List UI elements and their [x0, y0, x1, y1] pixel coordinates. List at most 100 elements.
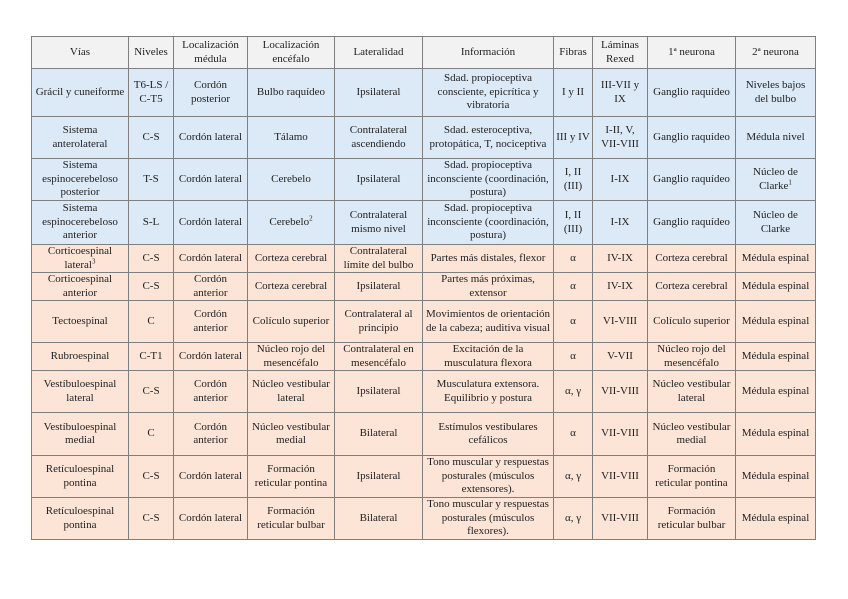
table-cell: Sistema espinocerebeloso anterior [31, 200, 129, 245]
footnote-marker: 3 [91, 256, 96, 265]
table-cell: C-S [128, 244, 174, 273]
table-cell: Movimientos de orientación de la cabeza;… [422, 300, 554, 343]
table-cell: Sdad. propioceptiva consciente, epicríti… [422, 68, 554, 117]
table-cell: Núcleo de Clarke [735, 200, 816, 245]
table-cell: Cordón lateral [173, 342, 248, 371]
table-cell: VII-VIII [592, 455, 648, 498]
table-cell: Vestíbuloespinal medial [31, 412, 129, 456]
column-header: Vías [31, 36, 129, 69]
table-cell: IV-IX [592, 244, 648, 273]
table-cell: Bilateral [334, 497, 423, 540]
table-cell: Retículoespinal pontina [31, 455, 129, 498]
table-row: Tectoespinal C Cordón anterior Colículo sup… [31, 300, 816, 343]
table-cell: III-VII y IX [592, 68, 648, 117]
table-cell: α [553, 300, 593, 343]
table-row: Sistema espinocerebeloso anterior S-L Cord… [31, 200, 816, 245]
table-cell: Núcleo vestibular medial [247, 412, 335, 456]
table-cell: V-VII [592, 342, 648, 371]
column-header: Localización médula [173, 36, 248, 69]
table-cell: C-S [128, 455, 174, 498]
table-cell: Corteza cerebral [647, 244, 736, 273]
table-cell: Médula espinal [735, 342, 816, 371]
table-cell: Cordón anterior [173, 272, 248, 301]
table-cell: C [128, 300, 174, 343]
table-row: Rubroespinal C-T1 Cordón lateral Núcleo roj… [31, 342, 816, 371]
table-cell: Formación reticular pontina [247, 455, 335, 498]
table-cell: Cordón lateral [173, 455, 248, 498]
table-cell: III y IV [553, 116, 593, 159]
table-cell: Contralateral al principio [334, 300, 423, 343]
table-cell: Cordón lateral [173, 116, 248, 159]
table-cell: I y II [553, 68, 593, 117]
spinal-pathways-table: Vías Niveles Localización médula Localizaci… [31, 36, 816, 540]
table-row: Vestíbuloespinal lateral C-S Cordón anteri… [31, 370, 816, 413]
table-cell: VI-VIII [592, 300, 648, 343]
table-cell: Ipsilateral [334, 272, 423, 301]
table-cell: C [128, 412, 174, 456]
table-cell: Médula espinal [735, 370, 816, 413]
table-cell: T-S [128, 158, 174, 201]
table-cell: Tono muscular y respuestas posturales (m… [422, 497, 554, 540]
column-header: Fibras [553, 36, 593, 69]
table-cell: Ganglio raquídeo [647, 158, 736, 201]
table-cell: Formación reticular pontina [647, 455, 736, 498]
table-cell: Colículo superior [247, 300, 335, 343]
column-header: Lateralidad [334, 36, 423, 69]
table-cell: Médula espinal [735, 497, 816, 540]
table-cell: Cordón lateral [173, 200, 248, 245]
table-cell: T6-LS / C-T5 [128, 68, 174, 117]
table-cell: Grácil y cuneiforme [31, 68, 129, 117]
table-cell: Cordón lateral [173, 497, 248, 540]
table-row: Vestíbuloespinal medial C Cordón anterior N… [31, 412, 816, 456]
table-cell: Bilateral [334, 412, 423, 456]
table-cell: Cordón posterior [173, 68, 248, 117]
table-cell: VII-VIII [592, 497, 648, 540]
table-cell: Médula espinal [735, 244, 816, 273]
table-cell: C-S [128, 370, 174, 413]
column-header: 1ª neurona [647, 36, 736, 69]
table-cell: Contralateral mismo nivel [334, 200, 423, 245]
table-row: Corticoespinal lateral3 C-S Cordón lateral… [31, 244, 816, 273]
table-cell: Contralateral ascendiendo [334, 116, 423, 159]
table-cell: Rubroespinal [31, 342, 129, 371]
table-cell: Ganglio raquídeo [647, 200, 736, 245]
table-cell: VII-VIII [592, 370, 648, 413]
table-cell: Corteza cerebral [247, 272, 335, 301]
table-cell: Estímulos vestibulares cefálicos [422, 412, 554, 456]
table-cell: α, γ [553, 455, 593, 498]
table-cell: Sistema espinocerebeloso posterior [31, 158, 129, 201]
footnote-marker: 1 [788, 177, 792, 186]
table-cell: I, II (III) [553, 200, 593, 245]
table-cell: Núcleo de Clarke1 [735, 158, 816, 201]
table-cell: VII-VIII [592, 412, 648, 456]
table-cell: Cerebelo2 [247, 200, 335, 245]
table-cell: Partes más próximas, extensor [422, 272, 554, 301]
table-cell: Colículo superior [647, 300, 736, 343]
table-cell: Médula espinal [735, 300, 816, 343]
table-cell: Bulbo raquídeo [247, 68, 335, 117]
table-cell: IV-IX [592, 272, 648, 301]
table-cell: Núcleo rojo del mesencéfalo [647, 342, 736, 371]
table-cell: α [553, 342, 593, 371]
table-cell: Ipsilateral [334, 455, 423, 498]
table-cell: Cerebelo [247, 158, 335, 201]
table-cell: Sistema anterolateral [31, 116, 129, 159]
table-cell: Tectoespinal [31, 300, 129, 343]
table-cell: Niveles bajos del bulbo [735, 68, 816, 117]
table-cell: Médula espinal [735, 412, 816, 456]
table-cell: Corticoespinal anterior [31, 272, 129, 301]
table-cell: α [553, 272, 593, 301]
table-cell: Ganglio raquídeo [647, 116, 736, 159]
table-row: Retículoespinal pontina C-S Cordón lateral… [31, 455, 816, 498]
table-cell: Formación reticular bulbar [247, 497, 335, 540]
column-header: 2ª neurona [735, 36, 816, 69]
table-cell: Cordón anterior [173, 412, 248, 456]
table-cell: Corteza cerebral [247, 244, 335, 273]
table-cell: Ganglio raquídeo [647, 68, 736, 117]
table-cell: Médula espinal [735, 272, 816, 301]
column-header: Localización encéfalo [247, 36, 335, 69]
table-cell: Retículoespinal pontina [31, 497, 129, 540]
table-cell: Médula nivel [735, 116, 816, 159]
table-cell: α, γ [553, 370, 593, 413]
table-cell: Corticoespinal lateral3 [31, 244, 129, 273]
